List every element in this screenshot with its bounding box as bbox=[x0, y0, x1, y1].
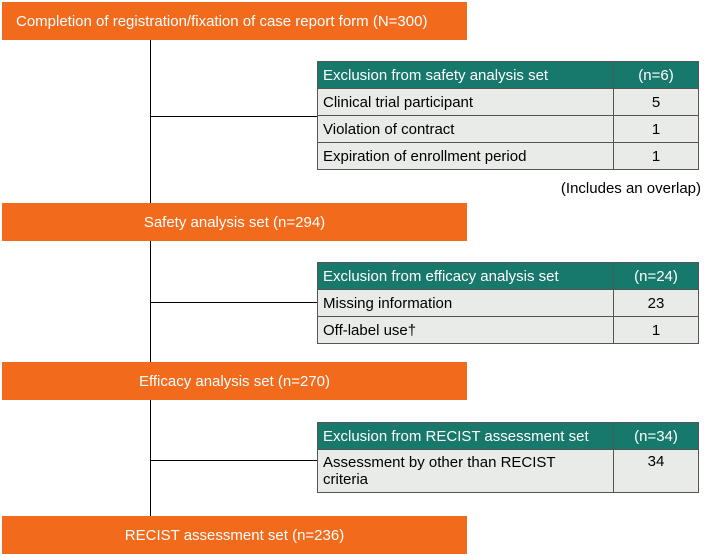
connector bbox=[150, 116, 317, 117]
connector bbox=[150, 40, 151, 516]
count: 5 bbox=[613, 88, 699, 116]
reason: Assessment by other than RECIST criteria bbox=[317, 449, 614, 493]
count: 23 bbox=[613, 289, 699, 317]
exclusion-table: Exclusion from safety analysis set (n=6) … bbox=[317, 61, 699, 170]
count: 1 bbox=[613, 142, 699, 170]
reason: Violation of contract bbox=[317, 115, 614, 143]
flow-box: Efficacy analysis set (n=270) bbox=[2, 362, 467, 400]
count: 34 bbox=[613, 449, 699, 493]
table-header: (n=24) bbox=[613, 262, 699, 290]
flow-box: Safety analysis set (n=294) bbox=[2, 203, 467, 241]
count: 1 bbox=[613, 115, 699, 143]
table-header: Exclusion from efficacy analysis set bbox=[317, 262, 614, 290]
connector bbox=[150, 302, 317, 303]
table-header: Exclusion from safety analysis set bbox=[317, 61, 614, 89]
reason: Expiration of enrollment period bbox=[317, 142, 614, 170]
count: 1 bbox=[613, 316, 699, 344]
table-header: (n=6) bbox=[613, 61, 699, 89]
table-header: (n=34) bbox=[613, 422, 699, 450]
connector bbox=[150, 460, 317, 461]
flow-box: Completion of registration/fixation of c… bbox=[2, 2, 467, 40]
reason: Clinical trial participant bbox=[317, 88, 614, 116]
flow-box: RECIST assessment set (n=236) bbox=[2, 516, 467, 554]
table-header: Exclusion from RECIST assessment set bbox=[317, 422, 614, 450]
exclusion-table: Exclusion from RECIST assessment set (n=3… bbox=[317, 422, 699, 493]
reason: Missing information bbox=[317, 289, 614, 317]
exclusion-table: Exclusion from efficacy analysis set (n=2… bbox=[317, 262, 699, 344]
reason: Off-label use† bbox=[317, 316, 614, 344]
note: (Includes an overlap) bbox=[560, 180, 701, 197]
